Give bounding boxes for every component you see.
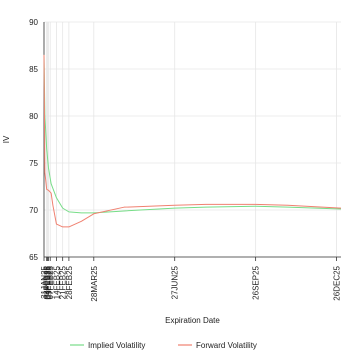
y-tick-label: 85 bbox=[29, 65, 38, 74]
x-tick-label: 28FEB25 bbox=[65, 265, 74, 299]
grid-lines bbox=[43, 21, 341, 258]
x-tick-label: 04FEB25 bbox=[44, 265, 53, 299]
y-tick-label: 65 bbox=[29, 253, 38, 262]
series-lines bbox=[43, 54, 342, 228]
x-tick-label: 07FEB25 bbox=[46, 265, 55, 299]
x-tick-label: 21FEB25 bbox=[59, 265, 68, 299]
y-tick-label: 70 bbox=[29, 206, 38, 215]
legend: Implied Volatility Forward Volatility bbox=[70, 341, 257, 350]
y-axis-title: IV bbox=[2, 135, 11, 143]
y-tick-label: 90 bbox=[29, 18, 38, 27]
x-tick-label: 31JAN25 bbox=[40, 265, 49, 298]
x-tick-label: 05FEB25 bbox=[44, 265, 53, 299]
legend-label: Implied Volatility bbox=[88, 341, 145, 350]
x-tick-label: 27JUN25 bbox=[171, 265, 180, 299]
x-tick-label: 28MAR25 bbox=[90, 265, 99, 301]
y-tick-label: 80 bbox=[29, 112, 38, 121]
axes bbox=[43, 22, 341, 261]
tick-labels: 65 70 75 80 85 90 31JAN2503FEB2504FEB2505FEB25… bbox=[29, 18, 341, 302]
x-tick-label: 26DEC25 bbox=[333, 265, 342, 300]
series-line-forward-volatility bbox=[43, 54, 342, 228]
y-tick-label: 75 bbox=[29, 159, 38, 168]
x-tick-label: 14FEB25 bbox=[52, 265, 61, 299]
legend-label: Forward Volatility bbox=[196, 341, 257, 350]
x-tick-label: 26SEP25 bbox=[252, 265, 261, 299]
series-line-implied-volatility bbox=[43, 54, 342, 214]
x-axis-title: Expiration Date bbox=[165, 316, 220, 325]
x-tick-label: 03FEB25 bbox=[43, 265, 52, 299]
